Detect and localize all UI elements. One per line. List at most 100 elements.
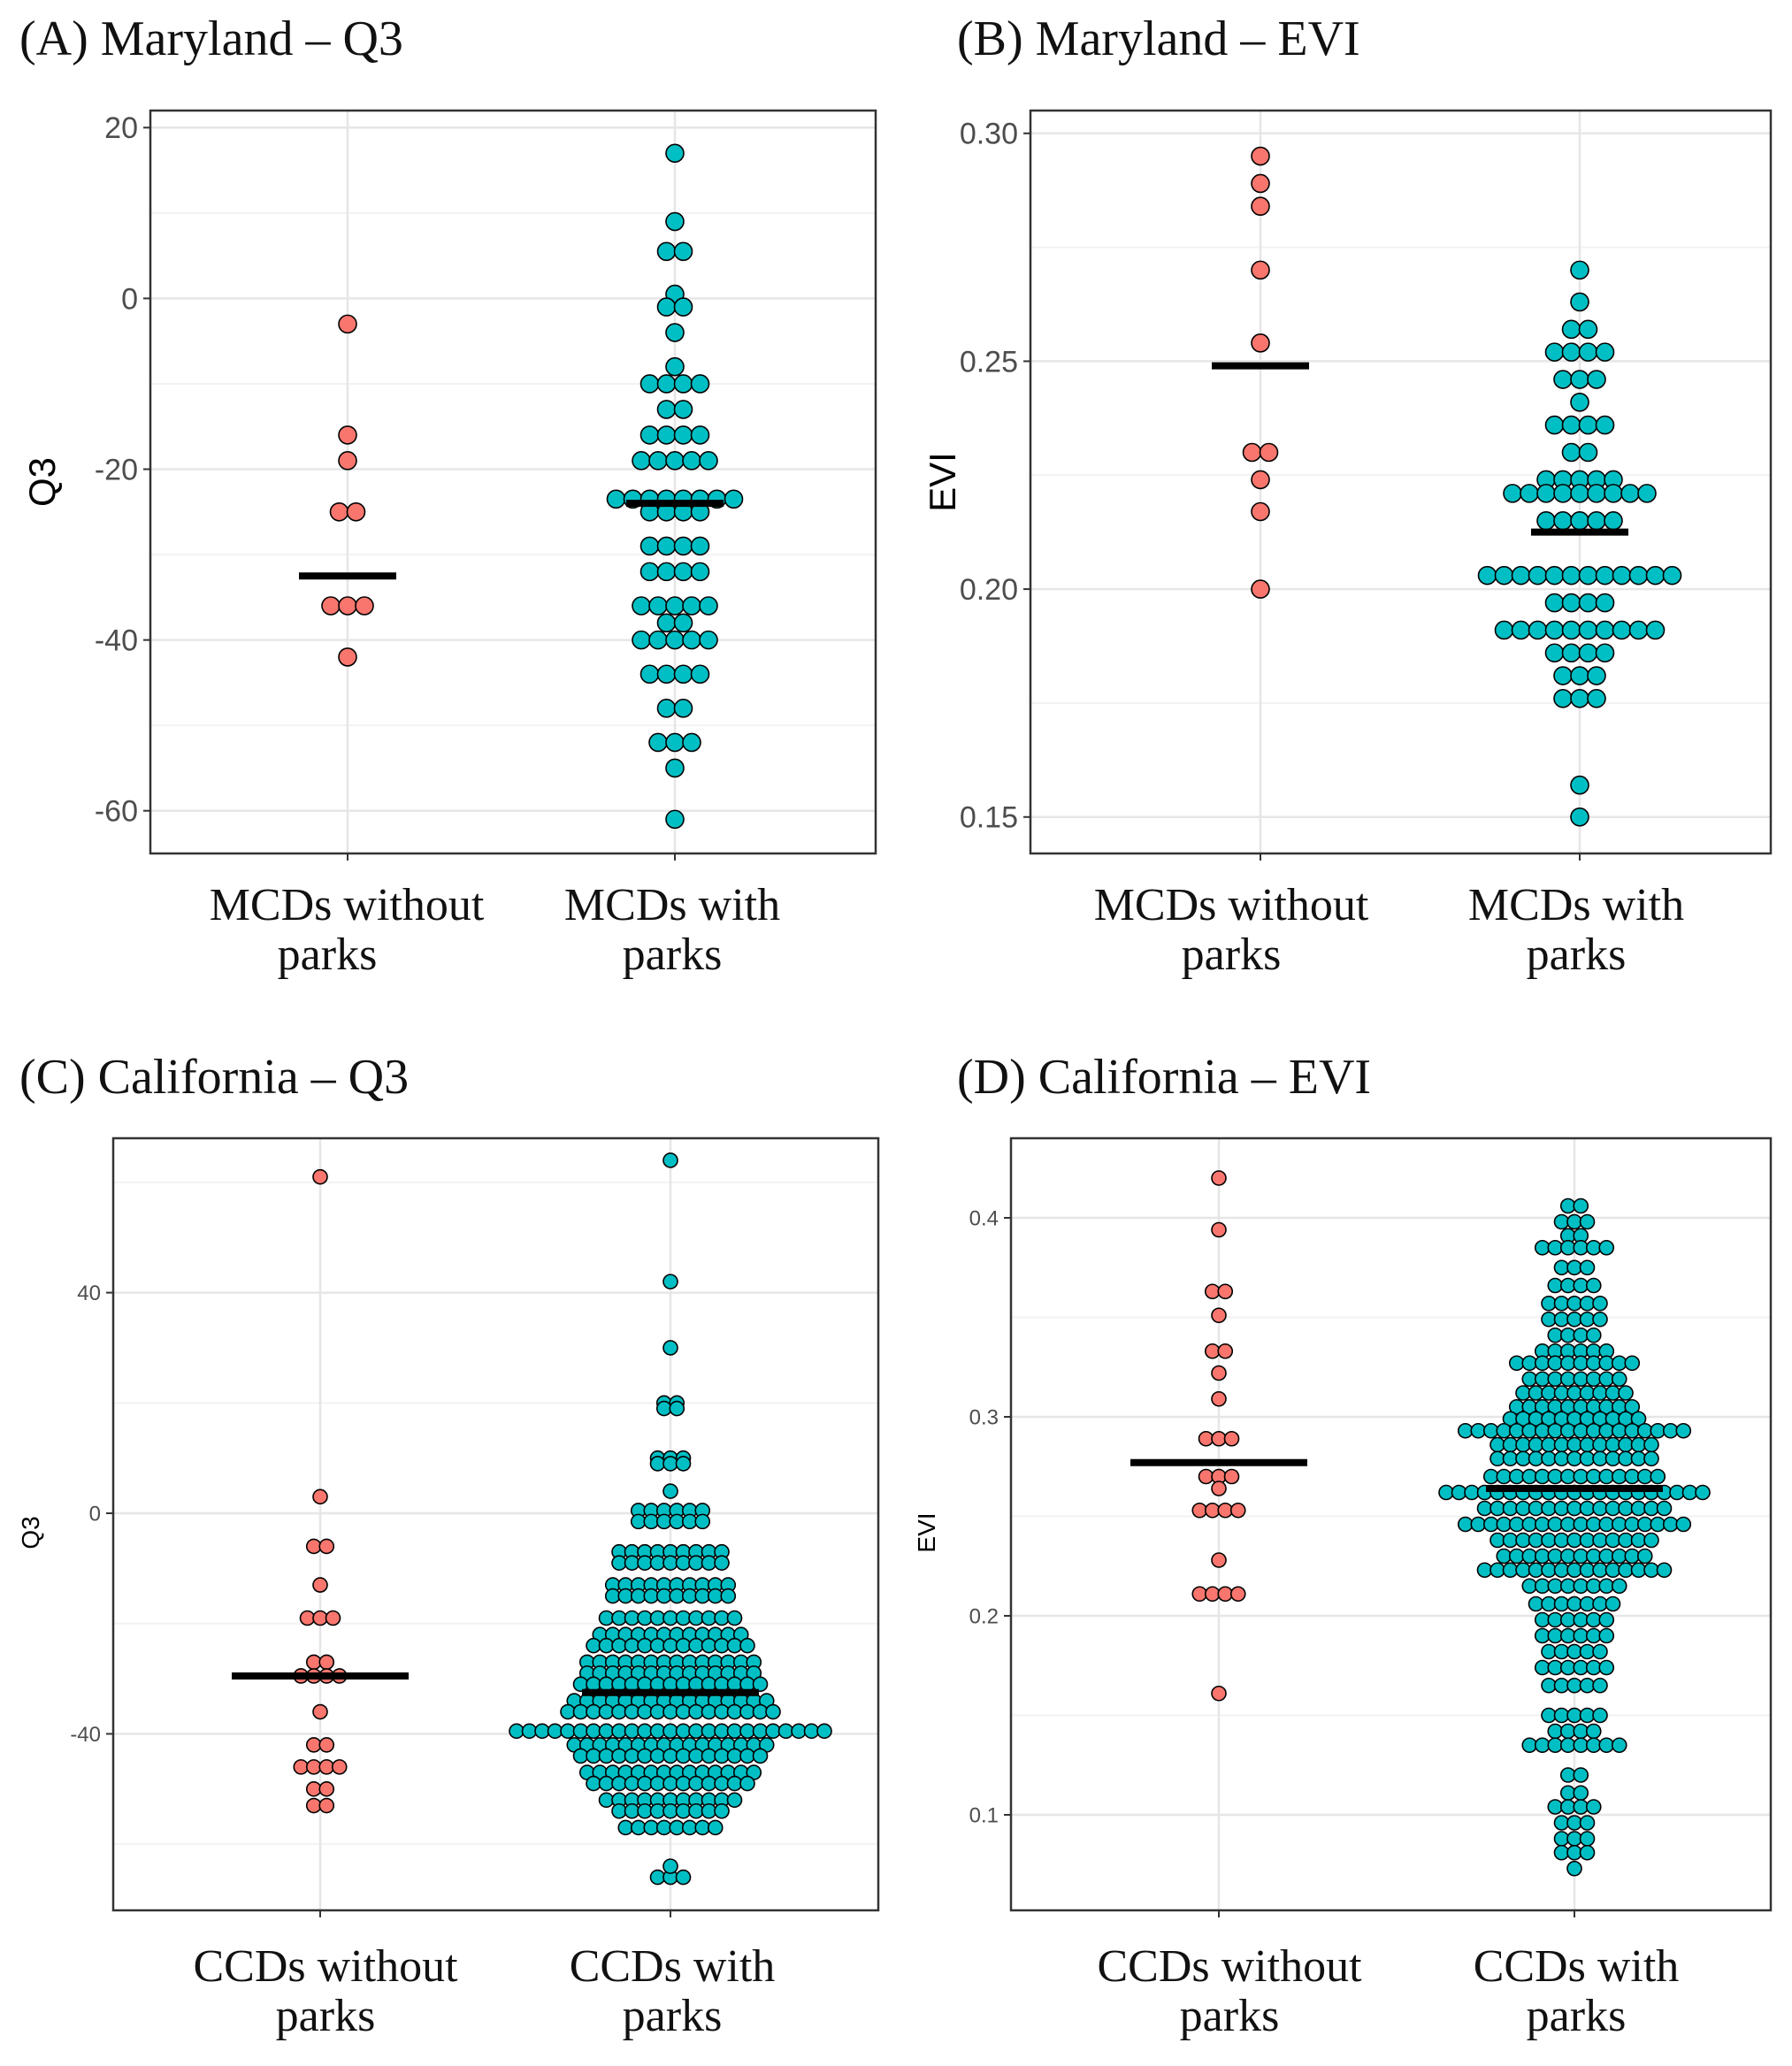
panel-a-series-with-point: [639, 536, 660, 556]
panel-c-series-with-point: [739, 1703, 755, 1720]
panel-c-series-with-point: [611, 1637, 627, 1654]
panel-c-series-with-point: [669, 1819, 685, 1836]
panel-b: (B) Maryland – EVI EVI 0.300.250.200.15 …: [922, 11, 1773, 980]
panel-d-category-label-with-line2: parks: [1527, 1991, 1627, 2041]
panel-d-series-with-point: [1573, 1239, 1589, 1256]
panel-c-series-with-point: [586, 1723, 601, 1740]
panel-d-series-with-point: [1573, 1277, 1589, 1294]
panel-c-series-with-point: [572, 1723, 589, 1740]
panel-d-series-with-point: [1604, 1450, 1621, 1467]
panel-c-series-with-point: [637, 1775, 653, 1792]
panel-d-series-with-point: [1566, 1844, 1582, 1861]
panel-d-series-with-point: [1598, 1355, 1615, 1372]
panel-b-y-axis-label: EVI: [922, 452, 963, 512]
panel-c-series-with-point: [688, 1703, 704, 1720]
panel-d-series-with-point: [1547, 1548, 1564, 1565]
panel-a-plot: 20 0 -20 -40 -60: [95, 109, 877, 861]
panel-d-series-with-point: [1521, 1355, 1538, 1372]
panel-c-series-without-point: [312, 1168, 328, 1185]
panel-d-series-with-point: [1528, 1450, 1544, 1467]
panel-d-series-with-point: [1579, 1436, 1596, 1453]
panel-d-series-with-point: [1508, 1422, 1525, 1439]
panel-b-category-label-without-line2: parks: [1182, 930, 1282, 980]
panel-d-series-without-point: [1211, 1170, 1227, 1186]
panel-b-series-with-point: [1578, 620, 1598, 640]
panel-a-series-with-point: [648, 451, 668, 471]
panel-d-series-with-point: [1541, 1562, 1557, 1579]
panel-b-series-with-point: [1536, 484, 1556, 503]
panel-a-series-with-point: [673, 400, 693, 419]
panel-d-series-with-point: [1630, 1450, 1647, 1467]
panel-b-series-with-point: [1561, 620, 1581, 640]
panel-c-series-with-point: [611, 1703, 627, 1720]
panel-d-series-with-point: [1521, 1371, 1538, 1388]
panel-d-series-with-point: [1559, 1371, 1576, 1388]
panel-d-series-with-point: [1566, 1595, 1582, 1612]
panel-c-series-with-point: [694, 1819, 711, 1836]
panel-b-series-with-point: [1520, 484, 1539, 503]
panel-c-series-with-point: [688, 1775, 704, 1792]
panel-b-series-with-point: [1528, 565, 1548, 585]
panel-b-category-label-with-line1: MCDs with: [1468, 880, 1684, 930]
panel-d-series-with-point: [1559, 1737, 1576, 1754]
panel-c-series-with-point: [791, 1723, 807, 1740]
panel-a-series-with-point: [673, 241, 693, 262]
panel-d-series-with-point: [1585, 1548, 1602, 1565]
panel-c-y-tick-label: 40: [77, 1282, 101, 1305]
panel-c-series-with-point: [617, 1588, 634, 1604]
panel-d-series-with-point: [1566, 1500, 1582, 1517]
panel-c-series-with-point: [752, 1748, 769, 1764]
panel-d-series-with-point: [1662, 1516, 1679, 1533]
panel-d-series-with-point: [1534, 1659, 1551, 1676]
panel-b-y-tick-label: 0.20: [960, 573, 1018, 607]
panel-a-y-tick-label: 20: [104, 111, 138, 145]
panel-c-series-without-point: [312, 1610, 328, 1626]
panel-b-series-with-point: [1561, 415, 1581, 435]
panel-c-series-with-point: [688, 1802, 704, 1819]
panel-d-series-with-point: [1630, 1532, 1647, 1549]
panel-d-series-with-point: [1541, 1311, 1557, 1328]
panel-a-series-without-point: [321, 596, 341, 616]
panel-d-series-with-point: [1476, 1562, 1493, 1579]
panel-d-series-without-point: [1204, 1502, 1221, 1519]
panel-d-series-with-point: [1457, 1422, 1474, 1439]
panel-d-series-with-point: [1624, 1548, 1641, 1565]
panel-a-title: (A) Maryland – Q3: [19, 11, 403, 66]
panel-d-series-with-point: [1559, 1355, 1576, 1372]
panel-c-series-with-point: [649, 1869, 666, 1886]
panel-d-series-with-point: [1592, 1562, 1608, 1579]
panel-d-series-with-point: [1643, 1436, 1659, 1453]
panel-d-series-without-point: [1229, 1502, 1246, 1519]
panel-c-series-with-point: [662, 1274, 678, 1289]
panel-d-series-with-point: [1598, 1737, 1615, 1754]
panel-c-series-with-point: [662, 1748, 678, 1764]
panel-c-series-with-point: [726, 1610, 743, 1626]
panel-b-series-with-point: [1604, 511, 1623, 531]
panel-a-series-with-point: [632, 596, 651, 616]
panel-b-series-with-point: [1570, 688, 1589, 708]
panel-c-series-with-point: [726, 1723, 743, 1740]
panel-c-series-with-point: [714, 1748, 730, 1764]
panel-c-series-with-point: [675, 1723, 692, 1740]
panel-a-series-with-point: [665, 630, 685, 650]
panel-d-series-with-point: [1547, 1578, 1564, 1595]
panel-a-series-with-point: [656, 400, 677, 419]
panel-a-series-with-point: [673, 699, 693, 718]
panel-b-series-without-point: [1251, 173, 1270, 194]
panel-c-series-without-point: [331, 1759, 348, 1775]
panel-d-series-with-point: [1566, 1831, 1582, 1847]
panel-d-series-with-point: [1541, 1707, 1557, 1724]
panel-c-series-with-point: [630, 1513, 647, 1530]
panel-b-plot: 0.30 0.25 0.20 0.15: [960, 109, 1773, 861]
panel-d-series-with-point: [1611, 1468, 1627, 1485]
panel-d-series-with-point: [1534, 1548, 1551, 1565]
panel-d-series-with-point: [1521, 1468, 1538, 1485]
panel-d-series-without-point: [1229, 1586, 1246, 1603]
panel-d-series-with-point: [1496, 1516, 1512, 1533]
panel-b-series-without-point: [1251, 333, 1270, 353]
panel-d-series-with-point: [1695, 1484, 1711, 1501]
panel-c-series-with-point: [777, 1723, 794, 1740]
panel-d-series-with-point: [1438, 1484, 1454, 1501]
panel-d-series-with-point: [1566, 1213, 1582, 1230]
panel-c-category-label-with-line2: parks: [623, 1991, 723, 2041]
